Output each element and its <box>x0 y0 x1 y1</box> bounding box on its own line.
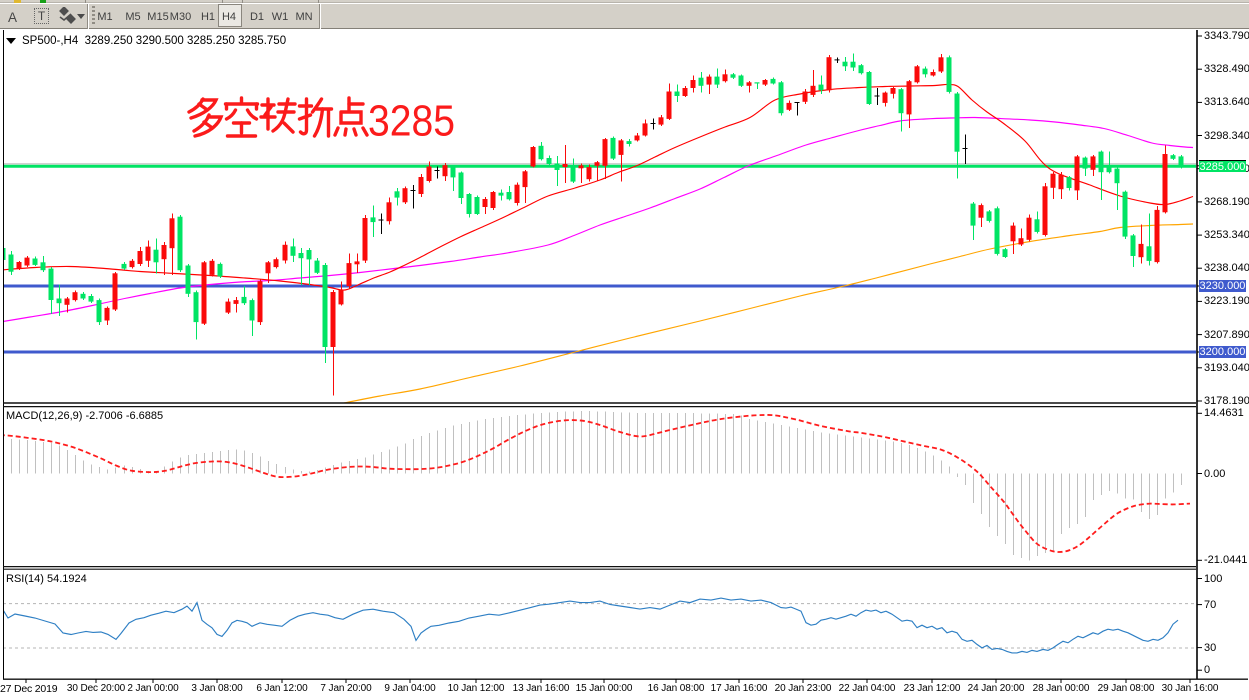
svg-text:3285: 3285 <box>368 97 455 146</box>
